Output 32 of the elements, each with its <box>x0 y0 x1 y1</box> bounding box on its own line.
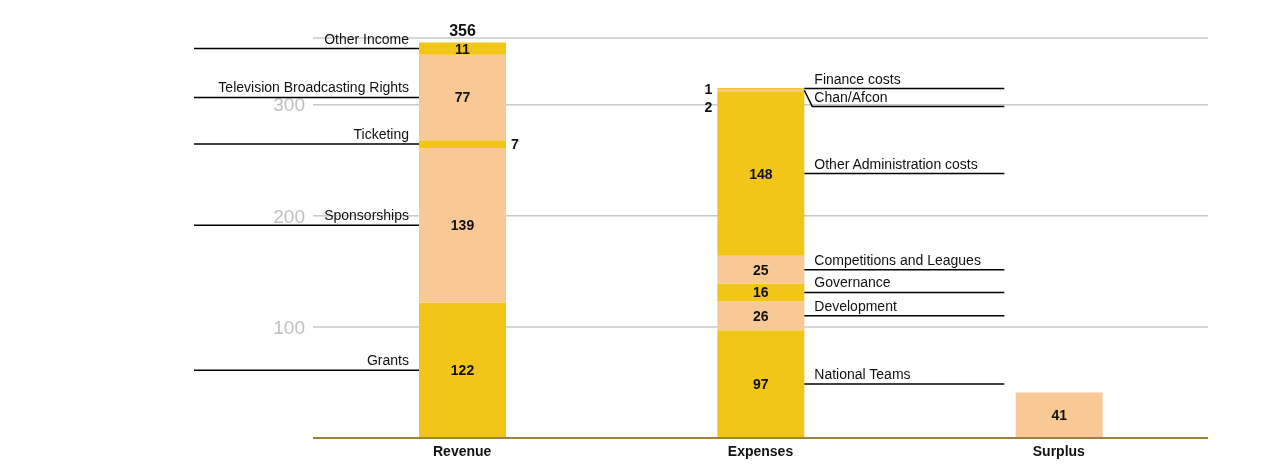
series-label: Competitions and Leagues <box>814 251 981 268</box>
total-label: 356 <box>449 22 476 40</box>
data-label: 11 <box>455 40 471 57</box>
data-label: 122 <box>450 362 475 379</box>
series-label: Grants <box>366 352 409 369</box>
data-label: 25 <box>753 261 769 278</box>
data-label: 148 <box>749 165 773 182</box>
series-label: Other Administration costs <box>814 155 978 172</box>
data-label: 97 <box>753 376 769 393</box>
x-tick-label: Revenue <box>432 442 492 459</box>
series-label: Governance <box>814 274 891 291</box>
series-label: Television Broadcasting Rights <box>218 79 409 96</box>
x-tick-label: Surplus <box>1032 442 1086 459</box>
data-label: 7 <box>511 136 519 153</box>
series-label: Ticketing <box>353 126 409 143</box>
y-tick-label: 300 <box>273 94 305 116</box>
data-label: 41 <box>1051 407 1068 424</box>
y-tick-label: 100 <box>273 316 305 338</box>
data-label: 1 <box>704 80 713 97</box>
series-label: Development <box>814 297 897 314</box>
series-label: National Teams <box>814 366 911 383</box>
data-label: 2 <box>704 98 713 115</box>
data-label: 77 <box>454 89 471 106</box>
data-label: 26 <box>753 307 769 324</box>
y-tick-label: 200 <box>273 205 305 227</box>
series-label: Chan/Afcon <box>814 88 888 105</box>
series-label: Other Income <box>324 30 410 47</box>
data-label: 139 <box>450 217 475 234</box>
series-label: Finance costs <box>814 70 901 87</box>
series-label: Sponsorships <box>324 207 409 224</box>
x-tick-label: Expenses <box>727 442 794 459</box>
data-label: 16 <box>753 284 769 301</box>
